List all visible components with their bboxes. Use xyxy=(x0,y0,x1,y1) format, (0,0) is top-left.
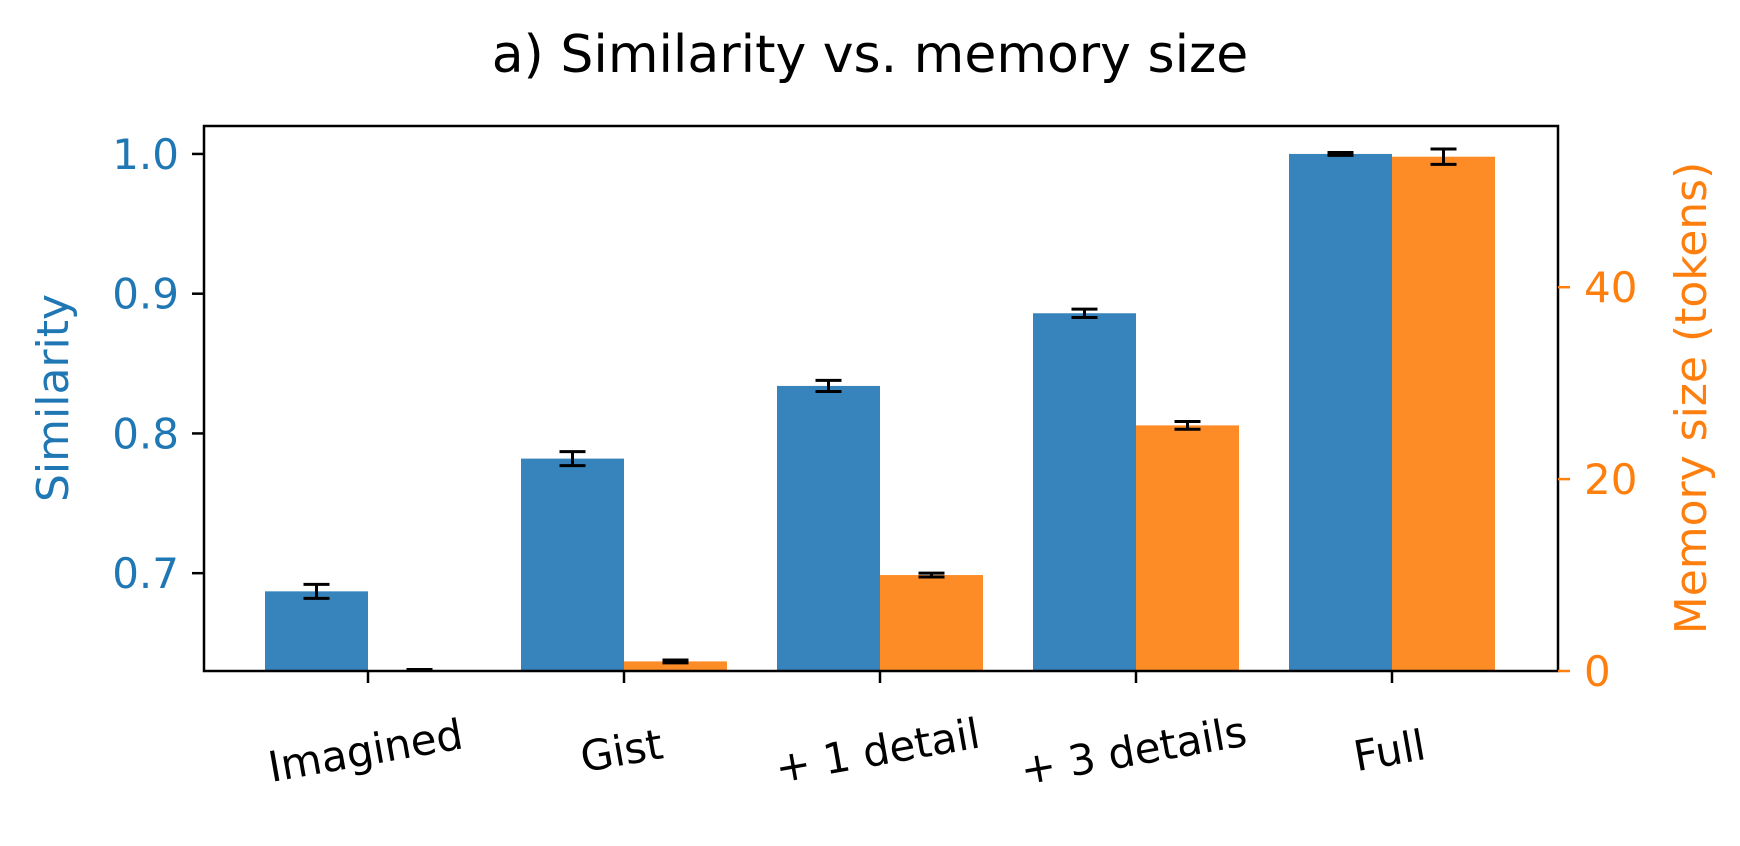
errorbar-similarity-2 xyxy=(815,378,842,394)
bar-similarity-3 xyxy=(1033,313,1136,671)
errorbar-memory-3 xyxy=(1174,420,1201,431)
errorbar-similarity-3 xyxy=(1071,307,1098,319)
errorbar-similarity-0 xyxy=(303,582,330,600)
y-left-tick-label-3: 1.0 xyxy=(112,130,179,179)
bars-layer xyxy=(265,153,1495,671)
x-axis: Imagined Gist + 1 detail + 3 details Full xyxy=(264,671,1429,795)
y-left-tick-label-1: 0.8 xyxy=(112,409,179,458)
bar-similarity-1 xyxy=(521,458,624,671)
errorbar-memory-2 xyxy=(918,571,945,579)
y-right-tick-label-0: 0 xyxy=(1584,647,1611,696)
bar-memory-3 xyxy=(1136,425,1239,671)
bar-memory-1 xyxy=(624,661,727,671)
bar-similarity-0 xyxy=(265,591,368,671)
y-right-tick-label-1: 20 xyxy=(1584,455,1637,504)
x-tick-label-1: Gist xyxy=(577,719,667,782)
x-tick-label-2: + 1 detail xyxy=(771,709,983,793)
errorbar-similarity-1 xyxy=(559,450,586,468)
y-left-tick-label-2: 0.9 xyxy=(112,270,179,319)
x-tick-label-3: + 3 details xyxy=(1017,707,1251,795)
y-axis-label-left: Similarity xyxy=(28,294,79,502)
x-tick-label-0: Imagined xyxy=(264,710,466,792)
errorbar-memory-4 xyxy=(1430,147,1457,166)
y-right-tick-label-2: 40 xyxy=(1584,263,1637,312)
bar-memory-2 xyxy=(880,575,983,671)
errorbar-memory-1 xyxy=(662,658,689,665)
chart-title: a) Similarity vs. memory size xyxy=(492,25,1249,85)
right-axis: 0 20 40 xyxy=(1558,263,1637,696)
y-axis-label-right: Memory size (tokens) xyxy=(1666,162,1717,635)
bar-similarity-4 xyxy=(1289,153,1392,671)
bar-memory-4 xyxy=(1392,156,1495,671)
x-tick-label-4: Full xyxy=(1350,720,1429,781)
errorbars-layer xyxy=(303,147,1457,673)
y-left-tick-label-0: 0.7 xyxy=(112,549,179,598)
errorbar-similarity-4 xyxy=(1327,151,1354,157)
bar-similarity-2 xyxy=(777,385,880,671)
left-axis: 0.7 0.8 0.9 1.0 xyxy=(112,130,204,598)
